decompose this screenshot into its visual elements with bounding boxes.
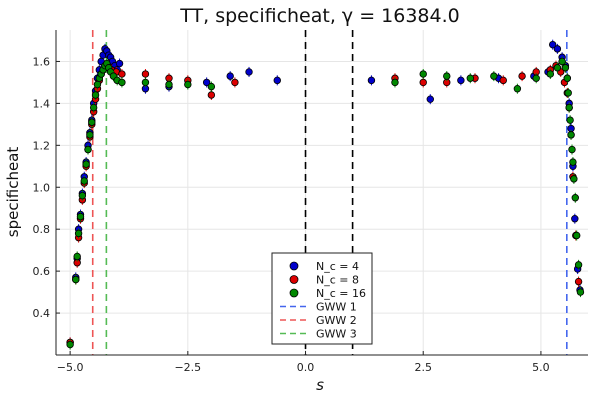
- x-tick-label: 2.5: [414, 361, 432, 374]
- data-point: [558, 57, 566, 66]
- legend-label: GWW 2: [316, 314, 357, 327]
- data-point: [91, 91, 100, 99]
- x-tick-label: 5.0: [532, 361, 550, 374]
- data-point: [532, 74, 540, 82]
- chart-title: TT, specificheat, γ = 16384.0: [179, 5, 459, 27]
- data-point: [574, 277, 583, 286]
- data-point: [78, 191, 87, 200]
- data-point: [548, 40, 557, 49]
- y-tick-label: 1.4: [33, 97, 51, 110]
- data-point: [563, 74, 571, 82]
- data-point: [74, 229, 83, 238]
- y-tick-label: 0.8: [33, 223, 51, 236]
- legend-marker: [289, 275, 299, 284]
- data-point: [553, 45, 562, 53]
- data-point: [565, 103, 573, 112]
- data-point: [490, 72, 498, 80]
- data-point: [89, 103, 98, 112]
- data-point: [202, 78, 211, 87]
- legend-label: N_c = 16: [316, 287, 366, 300]
- data-point: [466, 74, 475, 82]
- data-point: [367, 76, 376, 85]
- data-point: [567, 131, 575, 139]
- data-point: [165, 80, 173, 89]
- data-points-layer: [66, 39, 585, 350]
- data-point: [118, 70, 126, 78]
- x-tick-label: 0.0: [297, 361, 315, 374]
- data-point: [419, 70, 427, 78]
- y-tick-label: 0.4: [33, 307, 51, 320]
- data-point: [66, 340, 74, 349]
- data-point: [564, 89, 572, 97]
- legend-label: GWW 1: [316, 301, 357, 314]
- data-point: [553, 64, 562, 72]
- data-point: [457, 76, 465, 85]
- data-point: [184, 80, 192, 89]
- data-point: [86, 131, 94, 139]
- y-axis-label: specificheat: [4, 147, 22, 238]
- legend-label: N_c = 4: [316, 260, 359, 273]
- data-point: [574, 261, 583, 269]
- data-point: [518, 72, 526, 80]
- x-axis-label: s: [316, 376, 324, 394]
- data-point: [426, 95, 434, 103]
- data-point: [569, 158, 577, 166]
- y-tick-label: 0.6: [33, 265, 51, 278]
- data-point: [115, 59, 124, 68]
- reference-lines-layer: [91, 30, 568, 355]
- y-tick-label: 1.0: [33, 181, 51, 194]
- x-tick-label: −2.5: [174, 361, 201, 374]
- data-point: [207, 82, 216, 91]
- y-tick-label: 1.6: [33, 55, 51, 68]
- y-tick-label: 1.2: [33, 139, 51, 152]
- axes-layer: −5.0 −2.5 0.0 2.5 5.0 0.4 0.6 0.8 1.0 1.2 1.4 1.6: [33, 30, 588, 374]
- data-point: [118, 78, 126, 87]
- data-point: [419, 78, 427, 87]
- legend-box: [271, 252, 373, 345]
- legend-marker: [289, 261, 299, 271]
- data-point: [546, 70, 555, 78]
- data-point: [80, 177, 88, 185]
- data-point: [76, 212, 85, 221]
- data-point: [141, 78, 150, 87]
- data-point: [141, 70, 150, 78]
- data-point: [226, 72, 234, 80]
- data-point: [207, 91, 216, 99]
- data-point: [499, 76, 507, 85]
- legend-label: GWW 3: [316, 328, 357, 341]
- x-tick-label: −5.0: [57, 361, 84, 374]
- data-point: [573, 231, 581, 240]
- legend-marker: [289, 288, 299, 298]
- data-point: [513, 85, 522, 93]
- data-point: [73, 252, 81, 261]
- data-point: [391, 78, 399, 87]
- data-point: [88, 118, 96, 126]
- data-point: [576, 288, 585, 296]
- data-point: [561, 64, 570, 72]
- data-point: [245, 68, 253, 76]
- data-point: [571, 215, 579, 223]
- data-point: [82, 160, 90, 168]
- data-point: [566, 116, 574, 124]
- data-point: [231, 78, 239, 87]
- data-point: [84, 145, 92, 154]
- data-point: [443, 72, 451, 80]
- data-point: [571, 194, 579, 202]
- data-point: [273, 76, 281, 85]
- data-point: [72, 275, 80, 284]
- legend-label: N_c = 8: [316, 274, 359, 287]
- data-point: [568, 145, 576, 154]
- data-point: [570, 175, 578, 183]
